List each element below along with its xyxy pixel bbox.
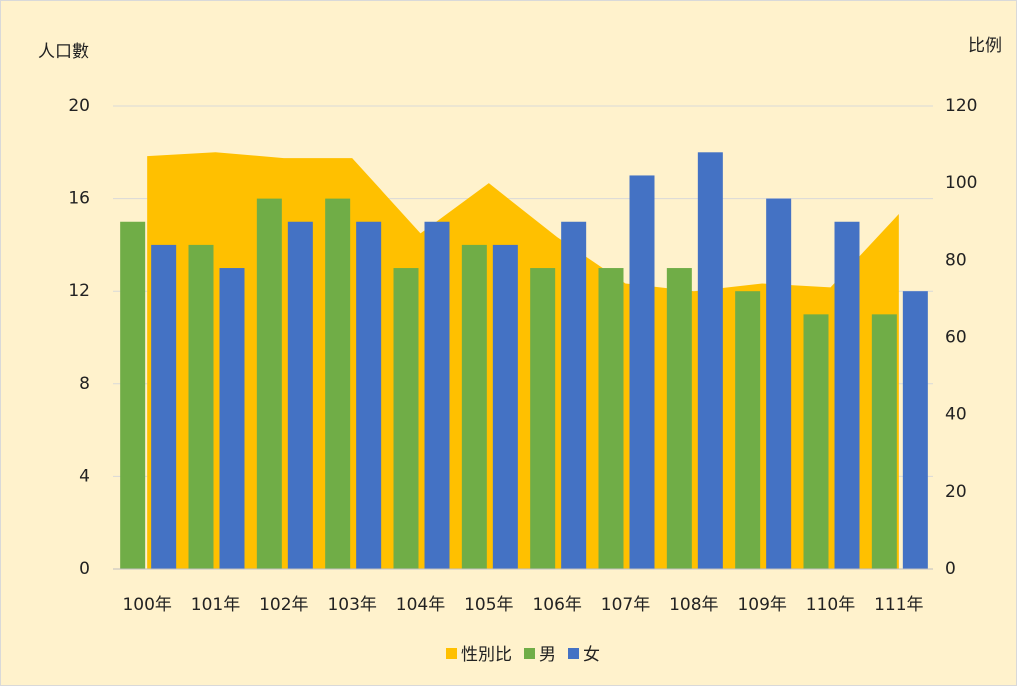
- y-tick-label: 20: [68, 96, 90, 116]
- bar: [561, 221, 587, 569]
- bar: [219, 268, 245, 569]
- bar: [287, 221, 313, 569]
- x-tick-label: 104年: [396, 595, 445, 615]
- x-tick-label: 110年: [806, 595, 855, 615]
- legend-label: 女: [583, 645, 600, 665]
- bar: [871, 314, 897, 569]
- legend-swatch: [446, 648, 457, 659]
- x-tick-label: 111年: [874, 595, 923, 615]
- y2-tick-label: 100: [945, 173, 977, 193]
- y2-tick-label: 60: [945, 328, 967, 348]
- x-tick-label: 102年: [259, 595, 308, 615]
- x-tick-label: 100年: [122, 595, 171, 615]
- bar: [256, 198, 282, 569]
- bar: [629, 175, 655, 569]
- bar: [120, 221, 146, 569]
- bar: [530, 268, 556, 569]
- bar: [151, 244, 177, 569]
- y2-axis-title: 比例: [968, 36, 1002, 56]
- bar: [666, 268, 692, 569]
- legend-label: 性別比: [461, 645, 512, 665]
- bar: [356, 221, 382, 569]
- legend-swatch: [524, 648, 535, 659]
- bar: [697, 152, 723, 570]
- bar: [803, 314, 829, 569]
- bar: [766, 198, 792, 569]
- bar: [393, 268, 419, 569]
- y2-tick-label: 120: [945, 96, 977, 116]
- y-tick-label: 16: [68, 189, 90, 209]
- x-tick-label: 106年: [532, 595, 581, 615]
- x-tick-label: 103年: [327, 595, 376, 615]
- legend-label: 男: [539, 645, 556, 665]
- y2-tick-label: 0: [945, 559, 956, 579]
- y2-tick-label: 20: [945, 482, 967, 502]
- legend-swatch: [568, 648, 579, 659]
- y-tick-label: 4: [79, 466, 90, 486]
- bar: [834, 221, 860, 569]
- y-tick-label: 0: [79, 559, 90, 579]
- x-tick-label: 108年: [669, 595, 718, 615]
- bar: [461, 244, 487, 569]
- x-tick-label: 101年: [191, 595, 240, 615]
- y-tick-label: 8: [79, 374, 90, 394]
- bar: [424, 221, 450, 569]
- bar: [735, 291, 761, 569]
- bar: [188, 244, 214, 569]
- y-axis-title: 人口數: [38, 42, 89, 62]
- x-tick-label: 107年: [601, 595, 650, 615]
- y-tick-label: 12: [68, 281, 90, 301]
- bar: [902, 291, 928, 569]
- y2-tick-label: 80: [945, 250, 967, 270]
- y2-tick-label: 40: [945, 405, 967, 425]
- bar: [492, 244, 518, 569]
- x-tick-label: 105年: [464, 595, 513, 615]
- bar: [598, 268, 624, 569]
- bar: [325, 198, 351, 569]
- x-tick-label: 109年: [737, 595, 786, 615]
